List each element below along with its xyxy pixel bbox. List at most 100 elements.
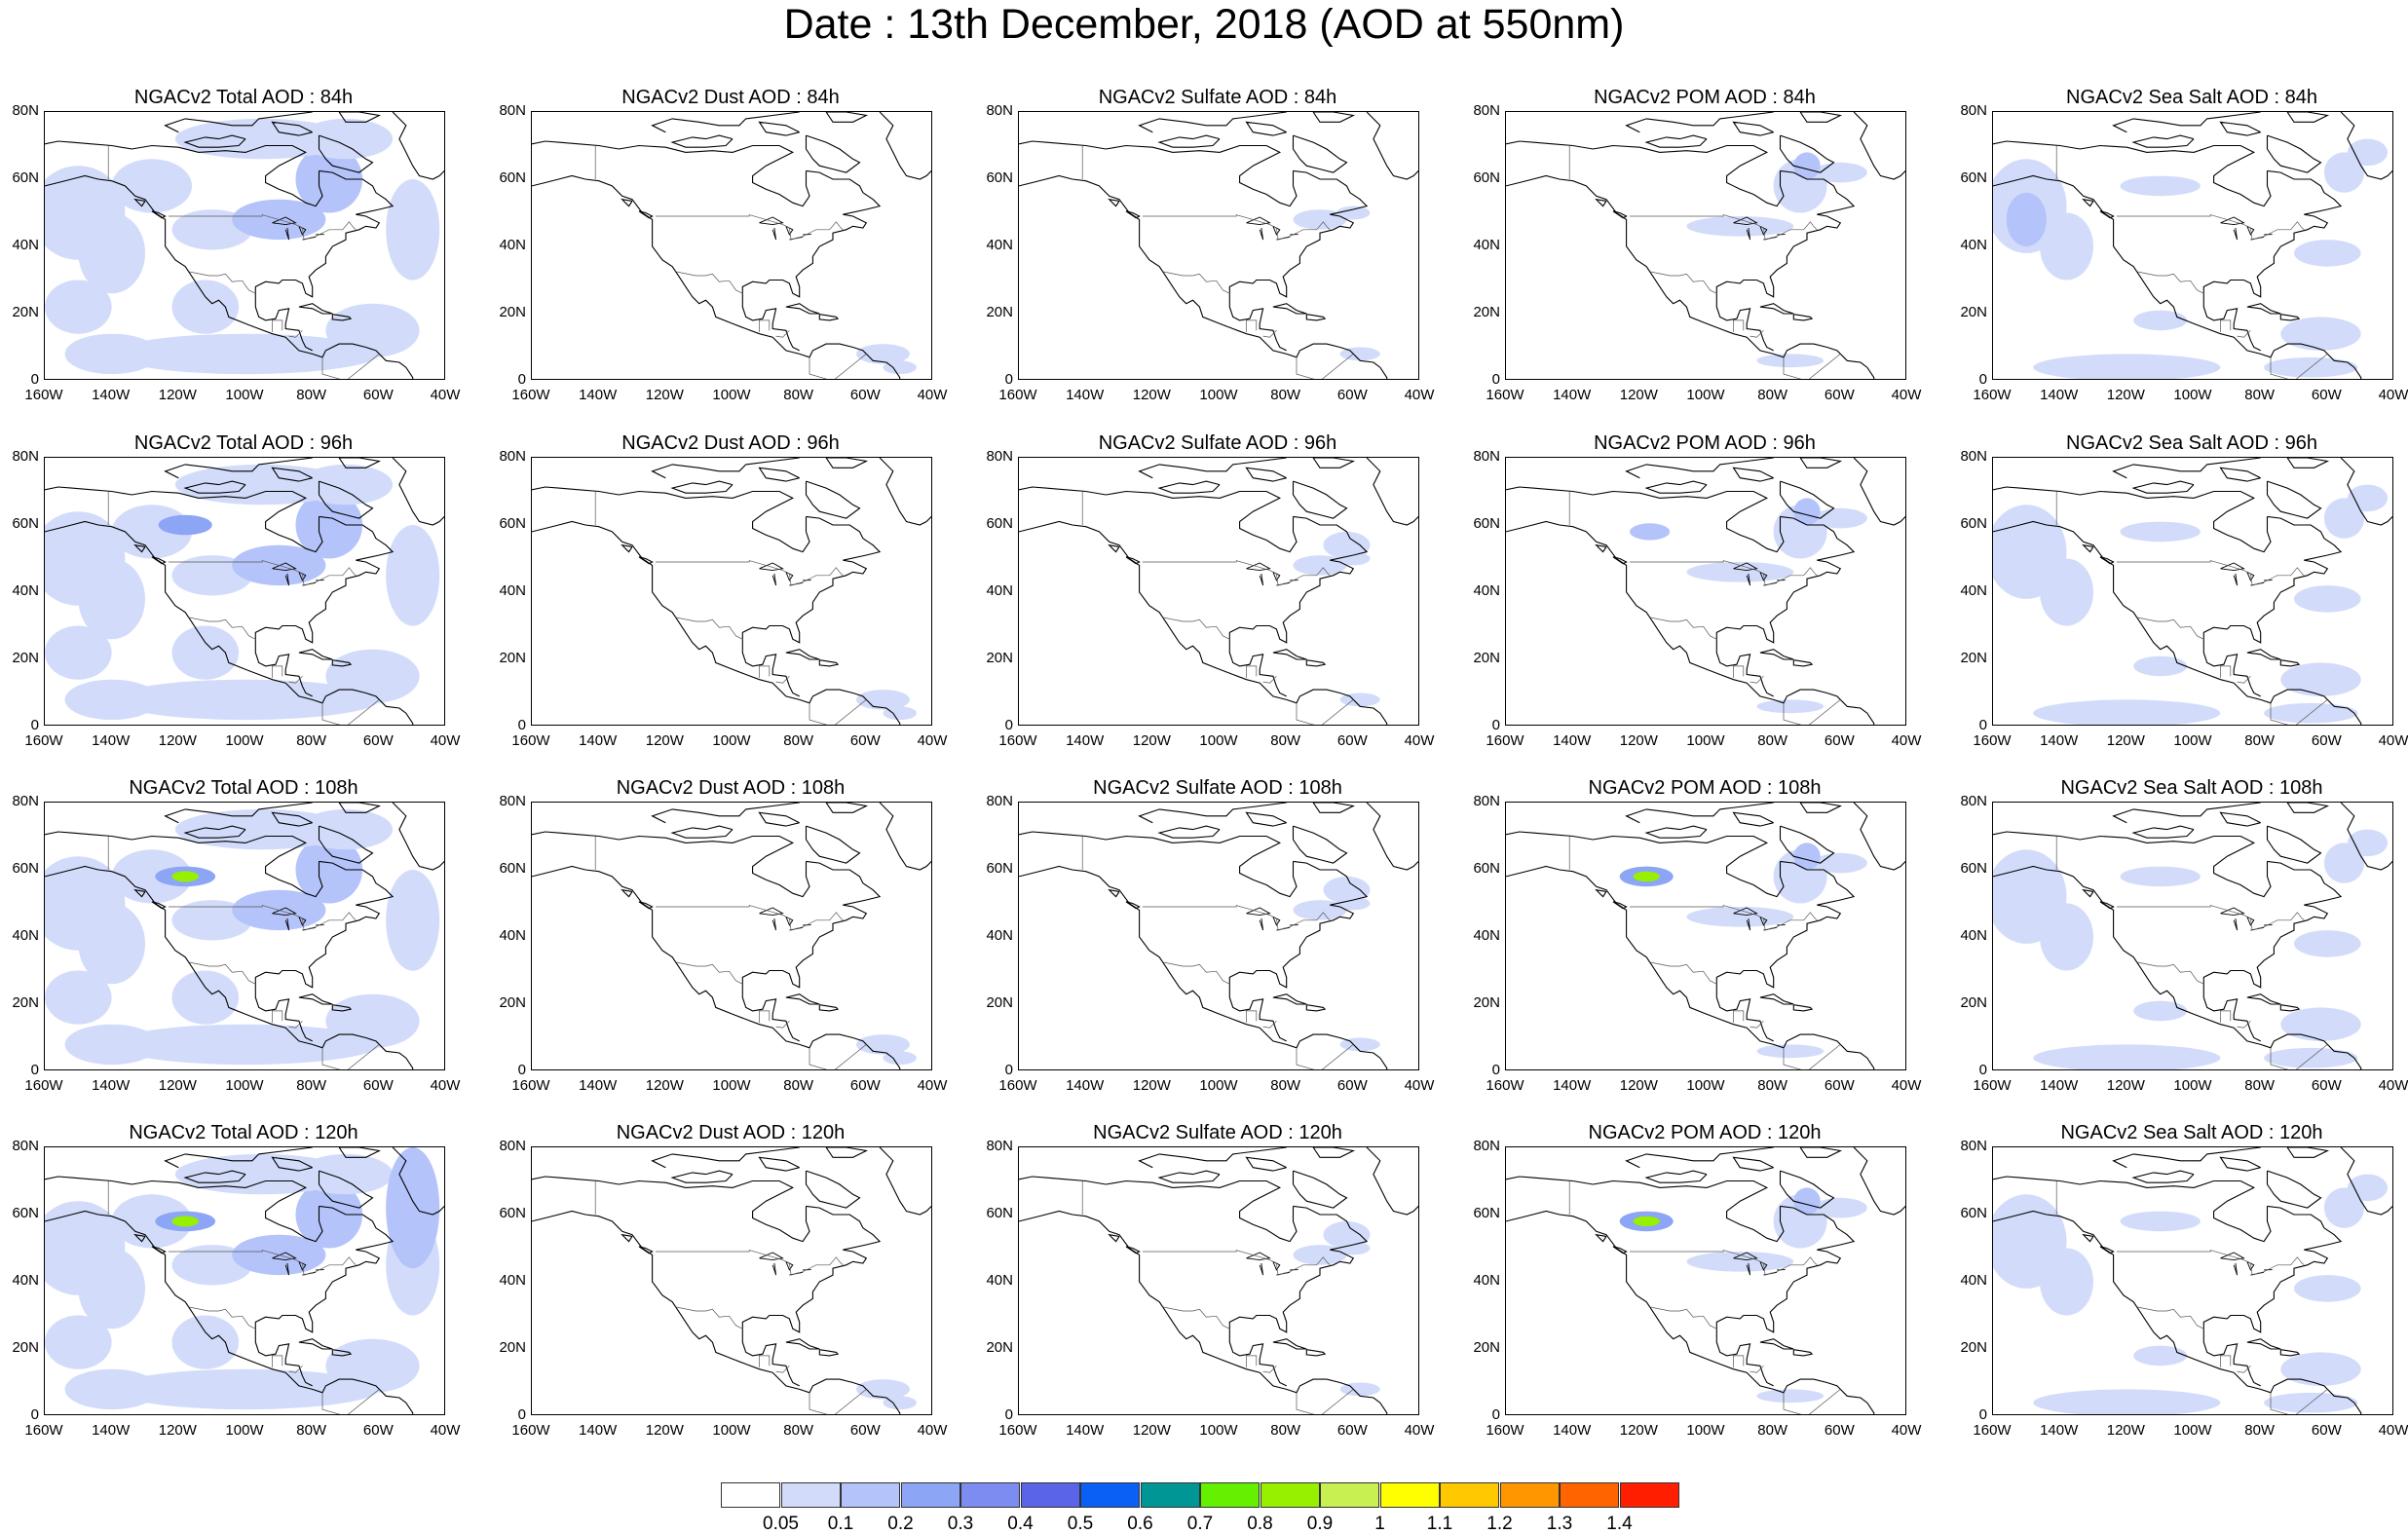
colorbar-swatch [1260,1482,1320,1508]
coastline [742,516,880,642]
coastline [532,1177,809,1242]
x-tick-label: 80W [1749,388,1797,403]
coastline [1110,200,1119,206]
coastline [760,468,800,481]
x-tick-label: 120W [2101,1078,2150,1094]
x-tick-label: 160W [1968,1423,2016,1439]
coastline [1793,1350,1812,1356]
y-tick-label: 80N [487,449,526,465]
lake-outline [772,574,775,585]
coastline [2084,1235,2093,1242]
coastline [532,141,809,206]
coastline [1247,812,1287,826]
map-plot-area [531,1146,932,1415]
x-tick-label: 60W [354,733,402,749]
x-tick-label: 140W [87,1078,135,1094]
coastline [2133,481,2194,493]
coastline [1716,1329,1773,1386]
x-tick-label: 120W [1127,1078,1176,1094]
aod-shading [386,870,439,971]
y-tick-label: 60N [1948,1206,1987,1221]
coastline [622,890,632,897]
country-border [273,320,282,332]
aod-map [1019,112,1419,380]
coastline [760,812,800,826]
country-border [2137,1307,2204,1329]
country-border [760,320,770,332]
coastline [1800,112,1840,122]
aod-shading [2033,1389,2220,1415]
x-tick-label: 80W [287,733,336,749]
coastline [1140,458,1287,478]
lake-outline [772,918,775,930]
x-tick-label: 40W [421,388,470,403]
aod-map [1019,803,1419,1070]
country-border [676,272,743,293]
aod-shading [2294,1275,2361,1302]
coastline [2280,660,2299,666]
x-tick-label: 160W [19,1078,68,1094]
coastline [1294,1171,1347,1208]
coastline [1734,812,1774,826]
country-border [273,1011,282,1023]
coastline [672,826,733,838]
coastline [1229,984,1286,1041]
x-tick-label: 140W [1061,388,1110,403]
coastline [1229,170,1367,296]
country-border [2137,272,2204,293]
coastline [2280,1350,2299,1356]
colorbar-label: 0.5 [1056,1514,1105,1535]
y-tick-label: 60N [1461,1206,1500,1221]
coastline [1273,304,1306,314]
aod-shading [172,871,199,881]
x-tick-label: 100W [1194,1078,1243,1094]
coastline [819,1005,838,1011]
coastline [2203,984,2260,1041]
x-tick-label: 100W [1681,388,1730,403]
x-tick-label: 100W [2168,1078,2217,1094]
country-border [1163,272,1230,293]
x-tick-label: 140W [2035,388,2084,403]
x-tick-label: 100W [707,1078,756,1094]
y-tick-label: 0 [0,1407,39,1423]
map-plot-area [44,111,445,380]
x-tick-label: 40W [421,733,470,749]
x-tick-label: 160W [1968,733,2016,749]
coastline [2114,458,2261,478]
map-plot-area [1018,802,1419,1070]
lake-outline [772,228,775,240]
panel-title: NGACv2 POM AOD : 96h [1461,431,1948,455]
aod-shading [1634,1217,1660,1226]
aod-shading [2133,1346,2187,1367]
coastline [1646,481,1707,493]
x-tick-label: 40W [2369,1078,2408,1094]
coastline [2114,112,2261,132]
x-tick-label: 80W [2236,1078,2284,1094]
coastline [2280,315,2299,320]
coastline [1140,803,1287,823]
y-tick-label: 20N [1948,305,1987,320]
x-tick-label: 60W [1328,388,1376,403]
coastline [1760,1339,1793,1349]
y-tick-label: 20N [1461,651,1500,666]
lake-outline [2234,1263,2237,1275]
coastline [742,293,799,351]
y-tick-label: 80N [974,1139,1013,1154]
coastline [1019,1177,1297,1242]
aod-shading [1793,152,1820,179]
y-tick-label: 60N [1461,516,1500,532]
colorbar-label: 0.4 [997,1514,1045,1535]
coastline [2247,304,2280,314]
x-tick-label: 120W [1127,1423,1176,1439]
aod-shading [386,1147,439,1268]
aod-shading [2121,1212,2201,1232]
colorbar-label: 1.1 [1415,1514,1464,1535]
coastline [299,650,332,659]
x-tick-label: 80W [1261,733,1310,749]
coastline [742,1206,880,1331]
aod-shading [2033,354,2220,380]
country-border [809,699,866,726]
country-border [1734,1356,1744,1367]
coastline [1597,1235,1606,1242]
y-tick-label: 20N [1948,651,1987,666]
